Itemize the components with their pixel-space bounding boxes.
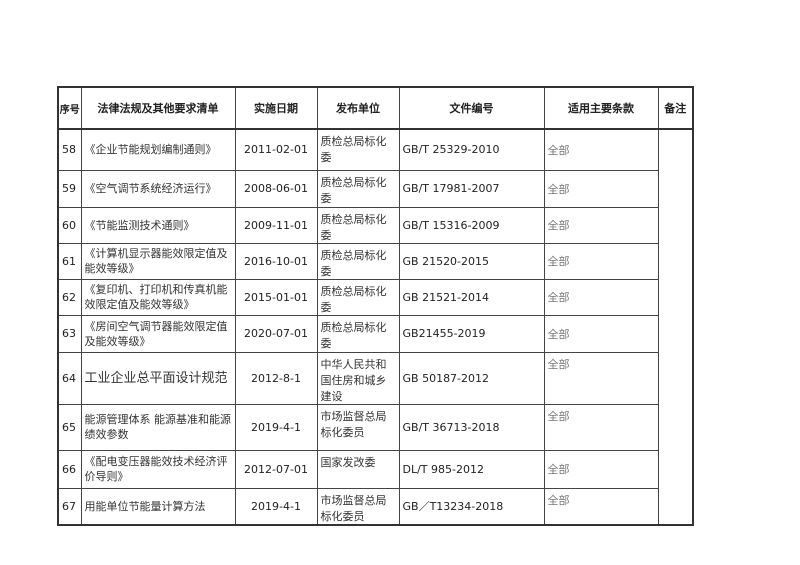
regulation-name: 《房间空气调节器能效限定值及能效等级》 bbox=[80, 314, 236, 353]
regulation-name: 用能单位节能量计算方法 bbox=[80, 487, 236, 525]
row-number: 66 bbox=[57, 449, 82, 489]
regulation-name: 《企业节能规划编制通则》 bbox=[80, 128, 236, 171]
document-code: GB/T 17981-2007 bbox=[398, 169, 545, 208]
row-number: 60 bbox=[57, 206, 82, 244]
issuing-org: 市场监督总局标化委员 bbox=[316, 403, 400, 451]
table-row: 62 《复印机、打印机和传真机能效限定值及能效等级》 2015-01-01 质检总局标… bbox=[57, 278, 693, 316]
table-row: 58 《企业节能规划编制通则》 2011-02-01 质检总局标化委 GB/T 2532… bbox=[57, 128, 694, 525]
issuing-org: 质检总局标化委 bbox=[316, 314, 400, 353]
table-row: 66 《配电变压器能效技术经济评价导则》 2012-07-01 国家发改委 DL/T 9… bbox=[57, 449, 693, 489]
issuing-org: 国家发改委 bbox=[316, 449, 400, 489]
effective-date: 2019-4-1 bbox=[234, 403, 318, 451]
document-code: GB/T 36713-2018 bbox=[398, 403, 545, 451]
table-row: 65 能源管理体系 能源基准和能源绩效参数 2019-4-1 市场监督总局标化委员 GB… bbox=[57, 403, 693, 451]
effective-date: 2011-02-01 bbox=[234, 128, 318, 171]
issuing-org: 质检总局标化委 bbox=[316, 278, 400, 316]
regulation-name: 能源管理体系 能源基准和能源绩效参数 bbox=[80, 403, 236, 451]
row-number: 63 bbox=[57, 314, 82, 353]
row-number: 58 bbox=[57, 128, 82, 171]
header-remark: 备注 bbox=[657, 86, 694, 130]
regulations-table: 序号 法律法规及其他要求清单 实施日期 发布单位 文件编号 适用主要条款 备注 … bbox=[57, 86, 694, 526]
table-row: 60 《节能监测技术通则》 2009-11-01 质检总局标化委 GB/T 15316-… bbox=[57, 206, 693, 244]
remark-cell bbox=[657, 128, 694, 525]
effective-date: 2020-07-01 bbox=[234, 314, 318, 353]
row-number: 61 bbox=[57, 242, 82, 280]
applicable-clauses: 全部 bbox=[543, 206, 659, 244]
row-number: 67 bbox=[57, 487, 82, 525]
issuing-org: 质检总局标化委 bbox=[316, 206, 400, 244]
document-code: GB/T 25329-2010 bbox=[398, 128, 545, 171]
issuing-org: 质检总局标化委 bbox=[316, 128, 400, 171]
header-row: 序号 法律法规及其他要求清单 实施日期 发布单位 文件编号 适用主要条款 备注 bbox=[57, 86, 694, 130]
document-code: GB 50187-2012 bbox=[398, 351, 545, 405]
applicable-clauses: 全部 bbox=[543, 242, 659, 280]
effective-date: 2015-01-01 bbox=[234, 278, 318, 316]
applicable-clauses: 全部 bbox=[543, 403, 659, 451]
effective-date: 2016-10-01 bbox=[234, 242, 318, 280]
applicable-clauses: 全部 bbox=[543, 487, 659, 525]
row-number: 59 bbox=[57, 169, 82, 208]
applicable-clauses: 全部 bbox=[543, 169, 659, 208]
applicable-clauses: 全部 bbox=[543, 449, 659, 489]
table-row: 61 《计算机显示器能效限定值及能效等级》 2016-10-01 质检总局标化委 GB … bbox=[57, 242, 693, 280]
table-row: 59 《空气调节系统经济运行》 2008-06-01 质检总局标化委 GB/T 1798… bbox=[57, 169, 693, 208]
header-no: 序号 bbox=[57, 86, 82, 130]
header-date: 实施日期 bbox=[234, 86, 318, 130]
effective-date: 2019-4-1 bbox=[234, 487, 318, 525]
document-code: GB21455-2019 bbox=[398, 314, 545, 353]
document-code: GB 21521-2014 bbox=[398, 278, 545, 316]
document-code: DL/T 985-2012 bbox=[398, 449, 545, 489]
issuing-org: 中华人民共和国住房和城乡建设 bbox=[316, 351, 400, 405]
regulation-name: 《配电变压器能效技术经济评价导则》 bbox=[80, 449, 236, 489]
row-number: 62 bbox=[57, 278, 82, 316]
regulation-name: 《复印机、打印机和传真机能效限定值及能效等级》 bbox=[80, 278, 236, 316]
effective-date: 2009-11-01 bbox=[234, 206, 318, 244]
header-name: 法律法规及其他要求清单 bbox=[80, 86, 236, 130]
effective-date: 2012-8-1 bbox=[234, 351, 318, 405]
applicable-clauses: 全部 bbox=[543, 128, 659, 171]
effective-date: 2008-06-01 bbox=[234, 169, 318, 208]
effective-date: 2012-07-01 bbox=[234, 449, 318, 489]
issuing-org: 质检总局标化委 bbox=[316, 242, 400, 280]
table-row: 67 用能单位节能量计算方法 2019-4-1 市场监督总局标化委员 GB／T13234… bbox=[57, 487, 693, 525]
regulation-name: 《节能监测技术通则》 bbox=[80, 206, 236, 244]
header-org: 发布单位 bbox=[316, 86, 400, 130]
row-number: 64 bbox=[57, 351, 82, 405]
issuing-org: 质检总局标化委 bbox=[316, 169, 400, 208]
header-scope: 适用主要条款 bbox=[543, 86, 659, 130]
document-code: GB／T13234-2018 bbox=[398, 487, 545, 525]
regulation-name: 工业企业总平面设计规范 bbox=[80, 351, 236, 405]
header-code: 文件编号 bbox=[398, 86, 545, 130]
applicable-clauses: 全部 bbox=[543, 351, 659, 405]
regulation-name: 《计算机显示器能效限定值及能效等级》 bbox=[80, 242, 236, 280]
document-code: GB 21520-2015 bbox=[398, 242, 545, 280]
document-code: GB/T 15316-2009 bbox=[398, 206, 545, 244]
regulation-name: 《空气调节系统经济运行》 bbox=[80, 169, 236, 208]
table-row: 63 《房间空气调节器能效限定值及能效等级》 2020-07-01 质检总局标化委 GB… bbox=[57, 314, 693, 353]
applicable-clauses: 全部 bbox=[543, 278, 659, 316]
applicable-clauses: 全部 bbox=[543, 314, 659, 353]
table-row: 64 工业企业总平面设计规范 2012-8-1 中华人民共和国住房和城乡建设 GB 50… bbox=[57, 351, 693, 405]
row-number: 65 bbox=[57, 403, 82, 451]
issuing-org: 市场监督总局标化委员 bbox=[316, 487, 400, 525]
